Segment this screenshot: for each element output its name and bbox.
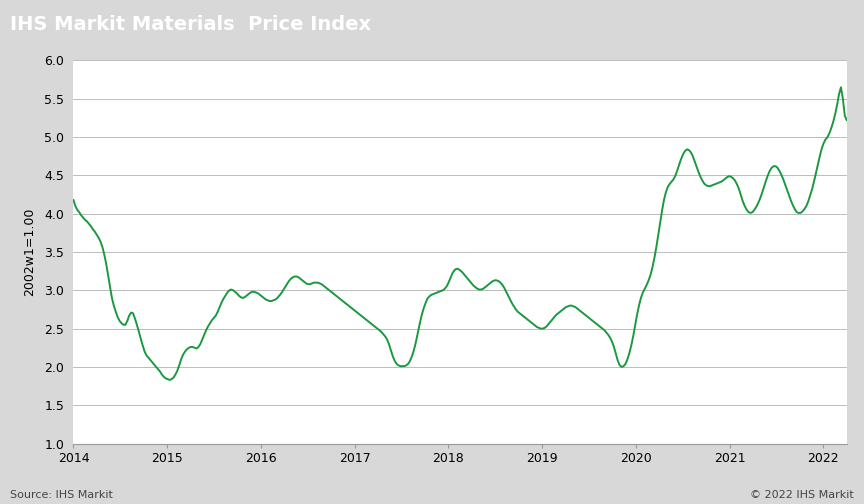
Text: Source: IHS Markit: Source: IHS Markit <box>10 490 113 500</box>
Text: © 2022 IHS Markit: © 2022 IHS Markit <box>750 490 854 500</box>
Text: IHS Markit Materials  Price Index: IHS Markit Materials Price Index <box>10 15 372 34</box>
Y-axis label: 2002w1=1.00: 2002w1=1.00 <box>23 208 36 296</box>
